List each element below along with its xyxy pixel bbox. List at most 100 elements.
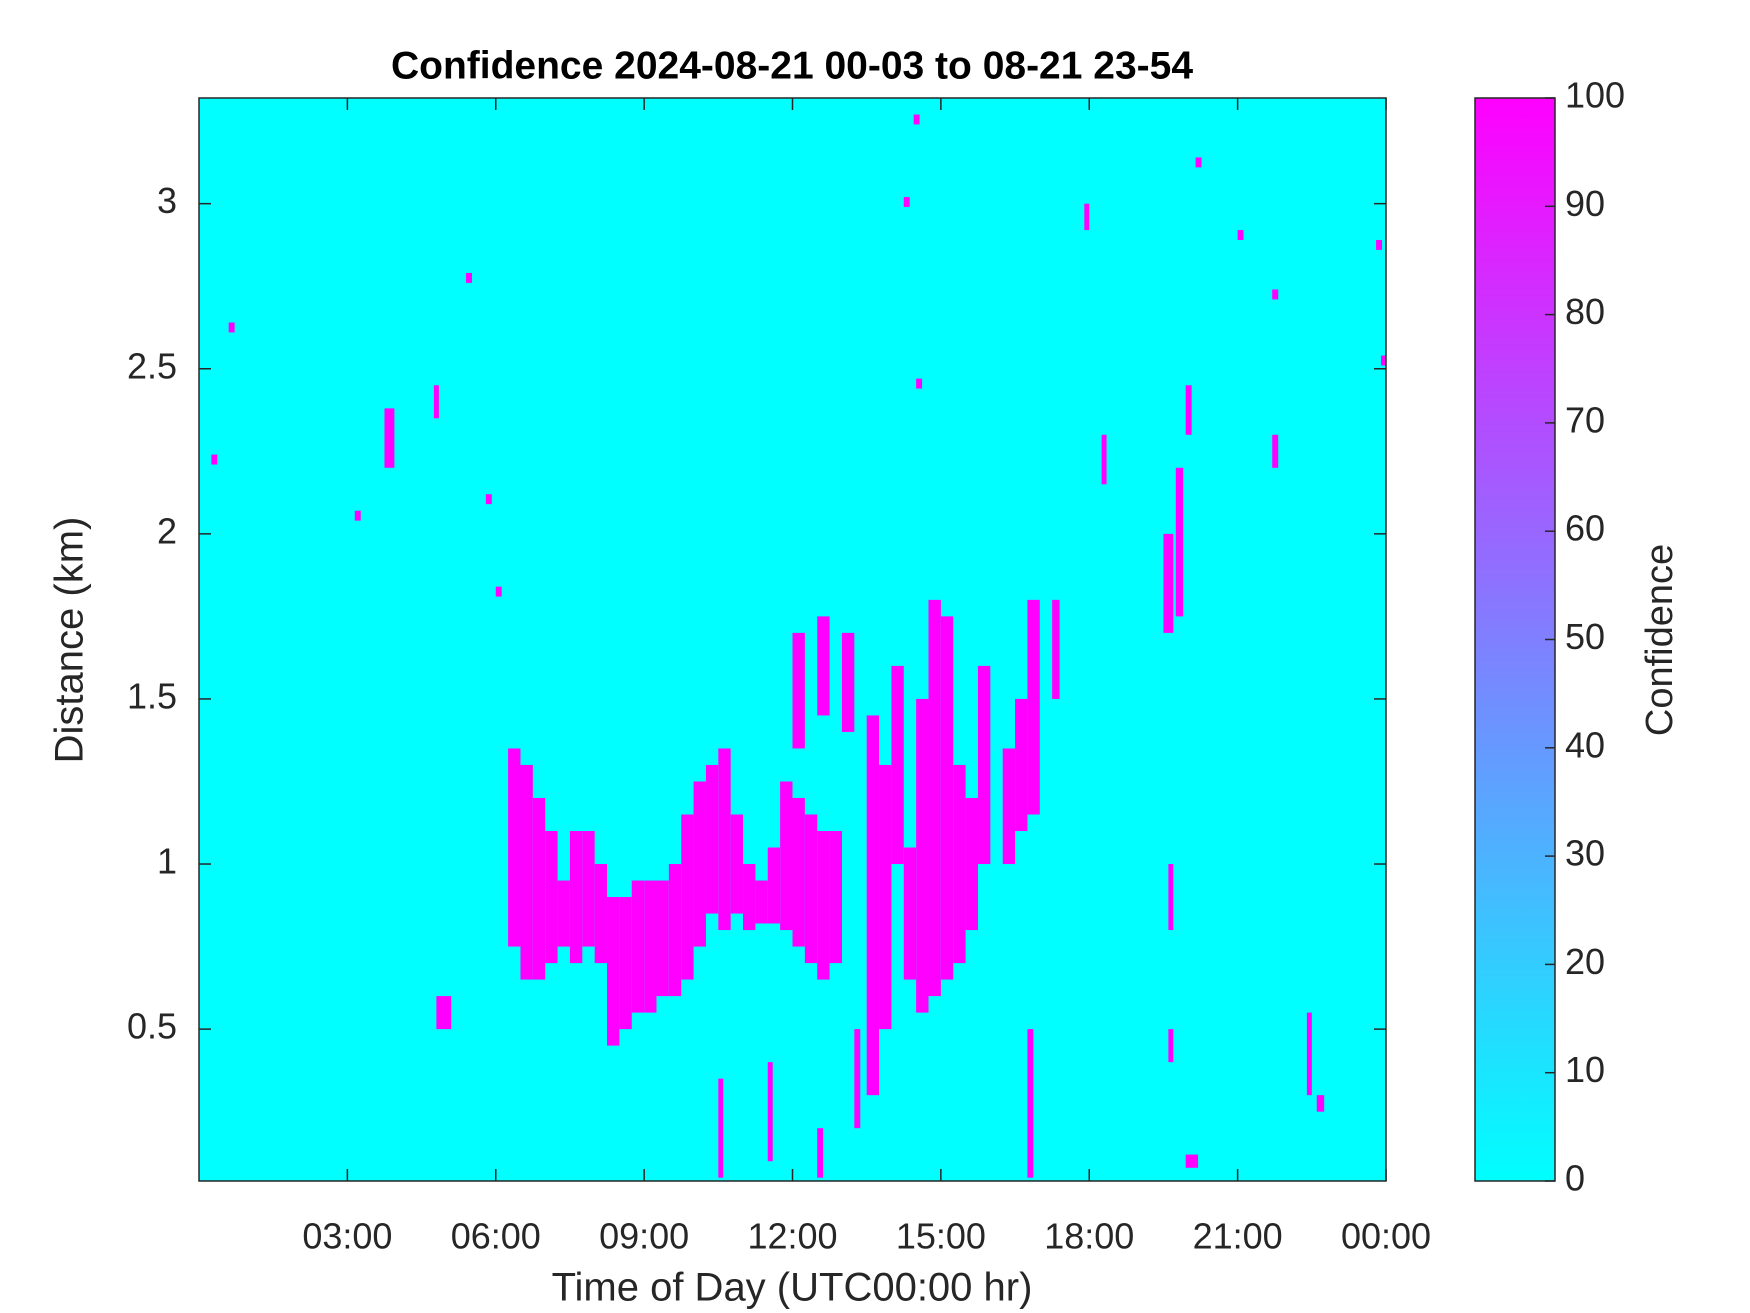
heatmap-cell — [916, 378, 923, 389]
x-tick-label: 21:00 — [1193, 1216, 1283, 1257]
heatmap-cell — [1052, 599, 1060, 699]
x-tick-label: 03:00 — [302, 1216, 392, 1257]
heatmap-cell — [1316, 1095, 1325, 1112]
heatmap-cell — [829, 831, 842, 964]
heatmap-cell — [1272, 289, 1279, 300]
heatmap-cell — [780, 781, 793, 931]
heatmap-cell — [1163, 533, 1174, 633]
heatmap-cell — [433, 385, 439, 419]
x-tick-label: 12:00 — [747, 1216, 837, 1257]
heatmap-cell — [607, 897, 620, 1046]
heatmap-cell — [594, 864, 608, 964]
heatmap-cell — [485, 494, 492, 505]
heatmap-cell — [891, 665, 904, 865]
heatmap-cell — [767, 1062, 773, 1162]
heatmap-cell — [928, 599, 941, 997]
heatmap-cell — [916, 698, 929, 1013]
heatmap-cell — [804, 814, 818, 964]
y-tick-label: 2 — [157, 510, 177, 551]
heatmap-cell — [705, 764, 719, 914]
heatmap-cell — [644, 880, 657, 1013]
heatmap-cell — [1381, 355, 1386, 366]
heatmap-cell — [1168, 864, 1174, 931]
heatmap-cell — [817, 831, 830, 980]
y-tick-label: 1 — [157, 841, 177, 882]
y-tick-label: 0.5 — [127, 1006, 177, 1047]
heatmap-cell — [1027, 1029, 1034, 1178]
heatmap-cell — [631, 880, 645, 1013]
heatmap-cell — [866, 715, 880, 1096]
heatmap-cell — [755, 880, 768, 924]
heatmap-cell — [1376, 239, 1383, 250]
heatmap-cell — [718, 748, 731, 931]
heatmap-cell — [913, 114, 920, 125]
colorbar-tick-label: 30 — [1565, 833, 1605, 874]
heatmap-cell — [767, 847, 781, 924]
heatmap-cell — [384, 408, 395, 468]
heatmap-cell — [619, 897, 632, 1030]
heatmap-cell — [965, 797, 978, 931]
heatmap-cell — [817, 1128, 824, 1178]
heatmap-cell — [903, 847, 917, 980]
heatmap-cell — [1101, 434, 1107, 485]
heatmap-cell — [656, 880, 669, 997]
heatmap-cell — [693, 781, 706, 947]
heatmap-cell — [1168, 1029, 1174, 1063]
y-tick-label: 2.5 — [127, 345, 177, 386]
heatmap-cell — [681, 814, 694, 980]
x-tick-label: 18:00 — [1044, 1216, 1134, 1257]
heatmap-cell — [730, 814, 744, 914]
heatmap-cell — [508, 748, 521, 947]
heatmap-cell — [953, 764, 966, 964]
heatmap-cell — [792, 632, 805, 749]
x-axis-label: Time of Day (UTC00:00 hr) — [552, 1266, 1033, 1310]
heatmap-cell — [718, 1078, 724, 1178]
heatmap-cell — [792, 797, 805, 947]
heatmap-cell — [940, 616, 954, 980]
heatmap-cell — [1185, 1154, 1199, 1168]
heatmap-cell — [1175, 467, 1184, 617]
heatmap-cell — [354, 510, 361, 521]
colorbar-tick-label: 90 — [1565, 183, 1605, 224]
heatmap-cell — [436, 996, 452, 1030]
x-tick-label: 00:00 — [1341, 1216, 1431, 1257]
heatmap-cell — [1185, 385, 1192, 435]
colorbar-tick-label: 0 — [1565, 1158, 1585, 1199]
heatmap-cell — [1027, 599, 1040, 815]
x-tick-label: 06:00 — [451, 1216, 541, 1257]
heatmap-cell — [545, 831, 558, 964]
heatmap-cell — [520, 764, 533, 980]
heatmap-cell — [211, 454, 218, 465]
heatmap-cell — [817, 616, 830, 716]
heatmap-cell — [1084, 203, 1090, 231]
colorbar-tick-label: 50 — [1565, 616, 1605, 657]
colorbar-tick-label: 70 — [1565, 399, 1605, 440]
heatmap-cell — [1237, 230, 1244, 240]
heatmap-cell — [1272, 434, 1279, 468]
x-tick-label: 09:00 — [599, 1216, 689, 1257]
y-axis-label: Distance (km) — [48, 517, 92, 764]
colorbar-tick-label: 40 — [1565, 724, 1605, 765]
heatmap-cell — [743, 864, 756, 931]
heatmap-cell — [495, 586, 502, 597]
y-tick-label: 3 — [157, 180, 177, 221]
heatmap-cell — [879, 764, 892, 1030]
heatmap-cell — [228, 322, 235, 333]
colorbar-tick-label: 20 — [1565, 941, 1605, 982]
heatmap-cell — [668, 864, 682, 997]
heatmap-cell — [532, 797, 546, 980]
heatmap-cell — [1002, 748, 1016, 865]
colorbar-tick-label: 80 — [1565, 291, 1605, 332]
heatmap-cell — [903, 197, 910, 207]
heatmap-cell — [557, 880, 570, 947]
heatmap-cell — [1195, 157, 1202, 168]
heatmap-cell — [569, 831, 583, 964]
y-tick-label: 1.5 — [127, 675, 177, 716]
colorbar-tick-label: 60 — [1565, 508, 1605, 549]
colorbar — [1474, 97, 1556, 1182]
heatmap-cell — [977, 665, 991, 865]
colorbar-tick-label: 10 — [1565, 1049, 1605, 1090]
heatmap-cell — [1015, 698, 1028, 832]
heatmap-cell — [466, 272, 473, 283]
